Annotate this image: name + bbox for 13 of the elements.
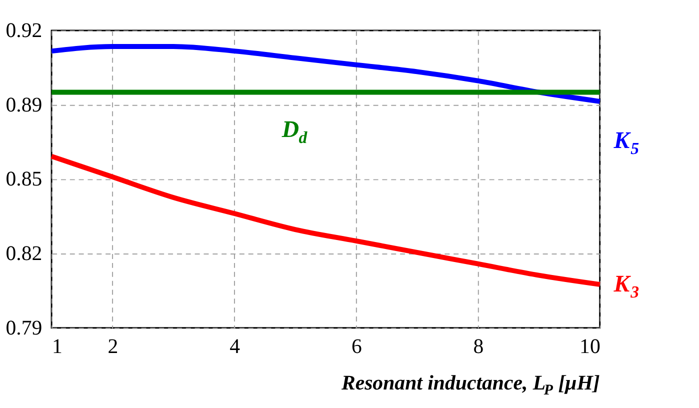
x-tick-label: 4 <box>230 334 241 358</box>
line-series <box>49 44 602 104</box>
x-tick-label: 8 <box>473 334 484 358</box>
x-tick-label: 6 <box>351 334 362 358</box>
y-tick-label: 0.85 <box>6 166 42 191</box>
y-tick-label: 0.89 <box>6 92 42 116</box>
x-tick-label: 10 <box>580 334 600 358</box>
y-tick-label: 0.79 <box>6 315 42 340</box>
line-series <box>49 154 602 287</box>
y-tick-label: 0.82 <box>6 241 42 265</box>
x-tick-label: 2 <box>108 334 118 358</box>
y-tick-label: 0.92 <box>6 18 42 42</box>
x-tick-label: 1 <box>52 334 62 358</box>
